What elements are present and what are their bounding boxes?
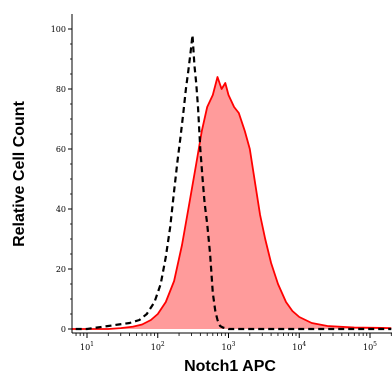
x-tick-label-1: 101 bbox=[80, 341, 94, 352]
x-tick-label-4: 104 bbox=[292, 341, 306, 352]
x-tick-label-3: 103 bbox=[221, 341, 235, 352]
x-tick-label-5: 105 bbox=[363, 341, 377, 352]
series-1-area bbox=[72, 77, 392, 329]
y-tick-label-0: 0 bbox=[61, 325, 66, 334]
x-axis-title: Notch1 APC bbox=[184, 358, 276, 375]
y-tick-label-60: 60 bbox=[56, 145, 66, 154]
plot-series bbox=[72, 33, 392, 331]
y-tick-label-20: 20 bbox=[56, 265, 66, 274]
x-tick-label-2: 102 bbox=[151, 341, 165, 352]
axes bbox=[71, 14, 392, 334]
y-tick-label-40: 40 bbox=[56, 205, 66, 214]
y-tick-label-80: 80 bbox=[56, 85, 66, 94]
series-1-line bbox=[72, 76, 392, 330]
series-0-line bbox=[72, 33, 392, 331]
y-tick-label-100: 100 bbox=[51, 25, 66, 34]
series-group bbox=[72, 33, 392, 331]
ticks: 0 20 40 60 80 100 101 102 103 104 105 bbox=[51, 25, 392, 352]
y-axis-title: Relative Cell Count bbox=[11, 100, 28, 246]
